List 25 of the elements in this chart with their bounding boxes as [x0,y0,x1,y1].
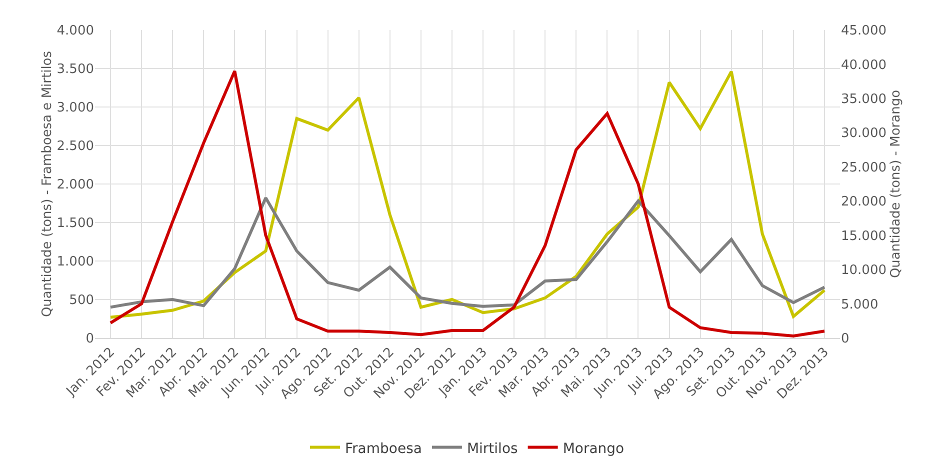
y2-axis-title: Quantidade (tons) - Morango [888,90,904,278]
y2-tick-label: 5.000 [841,297,878,312]
y-tick-label: 1.000 [56,254,94,270]
y-tick-label: 4.000 [56,24,94,39]
legend-label: Morango [562,440,624,457]
legend-label: Framboesa [345,440,422,457]
y2-tick-label: 15.000 [841,228,886,244]
y-tick-label: 2.000 [56,178,94,193]
y2-tick-label: 20.000 [841,194,886,210]
y2-tick-label: 35.000 [841,92,886,107]
y2-tick-label: 45.000 [841,24,886,39]
y2-tick-label: 0 [841,332,850,347]
y-tick-label: 3.000 [56,100,94,116]
y-tick-label: 1.500 [56,216,94,232]
y2-tick-label: 25.000 [841,160,886,176]
y2-tick-label: 10.000 [841,263,886,278]
legend-label: Mirtilos [466,440,518,457]
y-tick-label: 500 [69,293,94,308]
y2-tick-label: 30.000 [841,126,886,142]
y-tick-label: 0 [86,332,94,347]
y-axis-title: Quantidade (tons) - Framboesa e Mirtilos [40,50,55,318]
y-tick-label: 2.500 [56,139,94,154]
y-tick-label: 3.500 [56,62,94,78]
y2-tick-label: 40.000 [841,58,886,73]
line-series [109,196,826,309]
